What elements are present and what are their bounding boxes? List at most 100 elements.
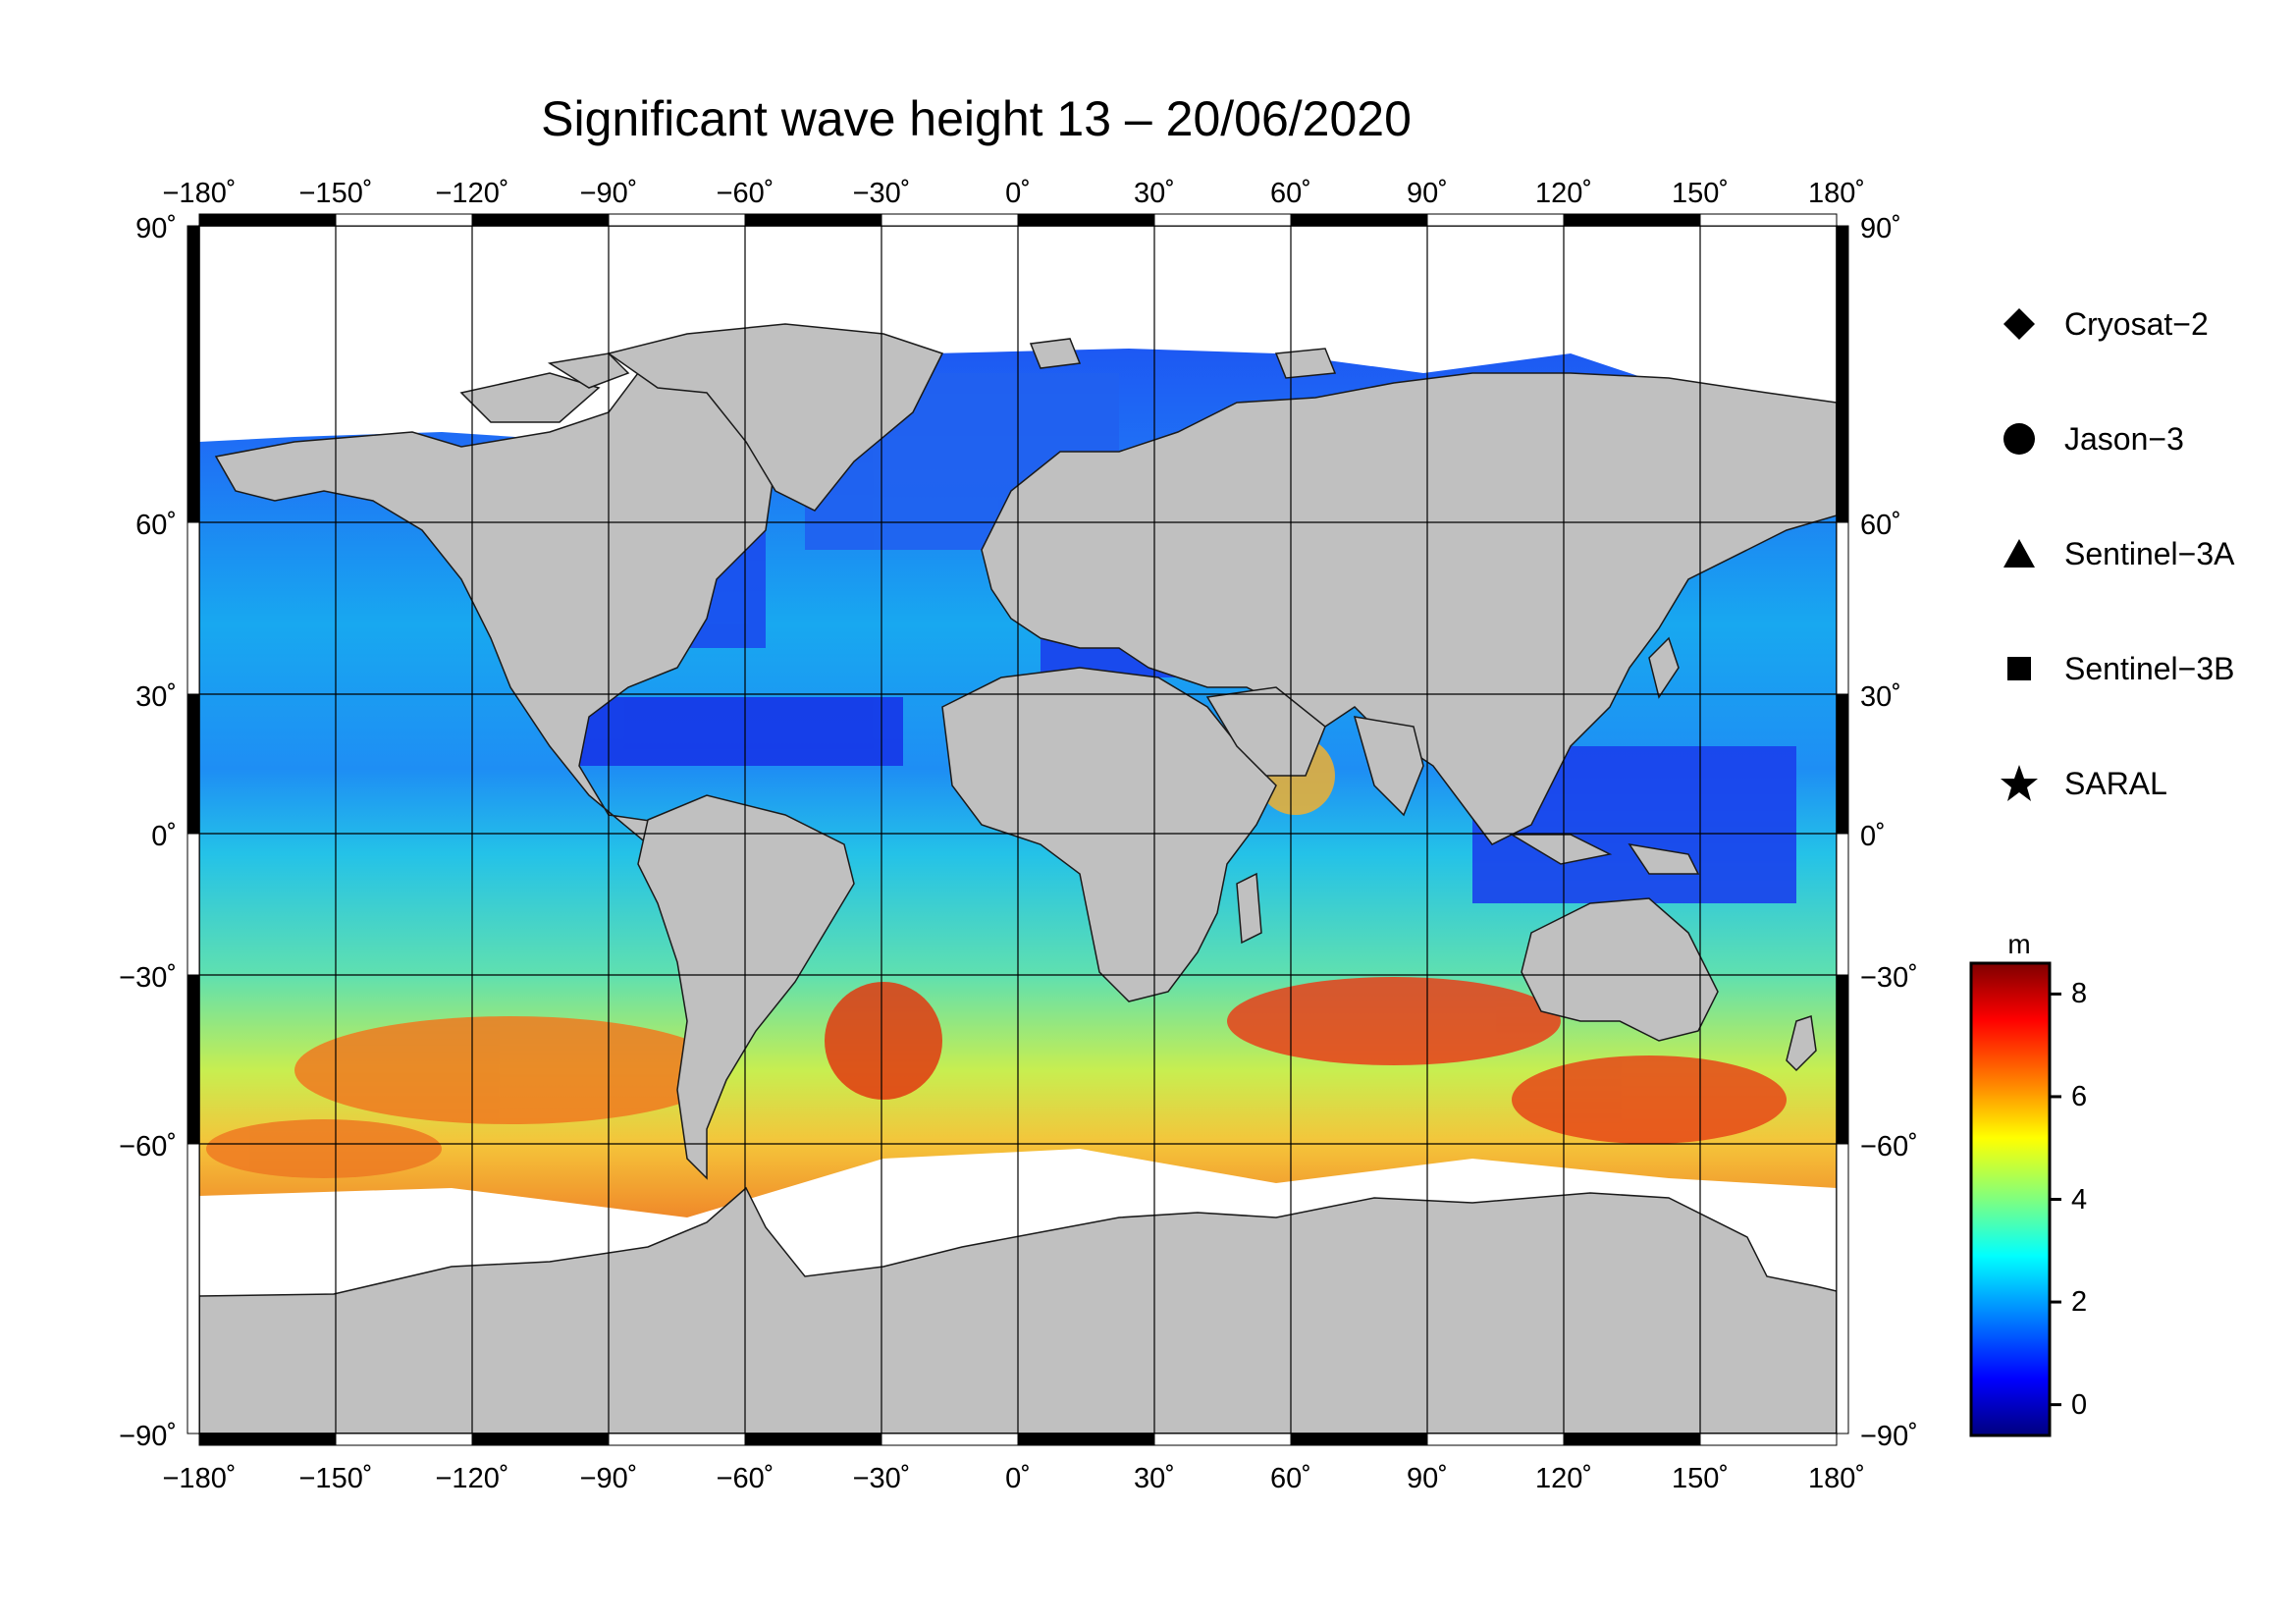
frame-segment-top (198, 213, 337, 227)
frame-segment-right (1836, 974, 1849, 1145)
lat-label-right: 0˚ (1860, 821, 1886, 852)
colorbar-tick-label: 2 (2071, 1286, 2088, 1319)
circle-icon (1998, 417, 2041, 460)
lon-label-bottom: −180˚ (163, 1463, 237, 1494)
frame-segment-right (1836, 693, 1849, 835)
frame-segment-left (187, 1143, 200, 1434)
lon-label-bottom: −150˚ (299, 1463, 373, 1494)
frame-segment-top (1290, 213, 1428, 227)
square-icon (1998, 647, 2041, 690)
lon-label-bottom: 150˚ (1672, 1463, 1729, 1494)
lat-label-left: −30˚ (119, 962, 177, 994)
colorbar (1969, 961, 2052, 1437)
legend-item: Cryosat−2 (1998, 302, 2209, 346)
frame-segment-top (1153, 213, 1292, 227)
lat-label-right: 60˚ (1860, 510, 1901, 541)
lon-label-top: 60˚ (1270, 178, 1311, 209)
lat-label-left: −90˚ (119, 1421, 177, 1452)
lon-label-top: −90˚ (580, 178, 638, 209)
frame-segment-right (1836, 225, 1849, 523)
legend-label: Sentinel−3A (2064, 535, 2235, 571)
frame-segment-bottom (1017, 1433, 1155, 1446)
lat-label-right: 90˚ (1860, 213, 1901, 244)
lon-label-top: 90˚ (1407, 178, 1448, 209)
frame-segment-bottom (471, 1433, 610, 1446)
lat-label-left: 0˚ (151, 821, 177, 852)
lon-label-bottom: 60˚ (1270, 1463, 1311, 1494)
lon-label-bottom: 0˚ (1005, 1463, 1031, 1494)
frame-segment-top (1426, 213, 1565, 227)
map-title: Significant wave height 13 – 20/06/2020 (541, 91, 1412, 146)
lat-label-right: −90˚ (1860, 1421, 1918, 1452)
high-wave-patches (206, 736, 1787, 1178)
colorbar-tick-label: 6 (2071, 1080, 2088, 1112)
frame-segment-left (187, 521, 200, 695)
lat-label-right: 30˚ (1860, 681, 1901, 713)
frame-segment-top (1017, 213, 1155, 227)
land-australia (1521, 897, 1719, 1042)
lon-label-top: 30˚ (1134, 178, 1175, 209)
frame-segment-left (187, 693, 200, 835)
frame-segment-left (187, 974, 200, 1145)
graticule (199, 226, 1837, 1434)
triangle-icon (1998, 532, 2041, 575)
legend-item: Jason−3 (1998, 417, 2184, 460)
lon-label-top: 150˚ (1672, 178, 1729, 209)
colorbar-unit: m (2007, 929, 2031, 959)
legend-item: SARAL (1998, 762, 2167, 805)
land-greenland (607, 323, 944, 512)
frame-segment-right (1836, 1143, 1849, 1434)
colorbar-ticks (2050, 992, 2061, 1407)
frame-segment-top (881, 213, 1019, 227)
map-area (199, 226, 1837, 1434)
frame-segment-right (1836, 833, 1849, 976)
lat-label-right: −60˚ (1860, 1131, 1918, 1163)
frame-segment-top (608, 213, 746, 227)
lon-label-top: −60˚ (717, 178, 774, 209)
frame-segment-top (471, 213, 610, 227)
frame-segment-bottom (881, 1433, 1019, 1446)
lon-label-top: 180˚ (1808, 178, 1865, 209)
frame-segment-top (1699, 213, 1838, 227)
frame-border-checkers (187, 213, 1849, 1446)
colorbar-tick-label: 8 (2071, 978, 2088, 1010)
land-south-america (637, 794, 855, 1180)
frame-segment-bottom (198, 1433, 337, 1446)
lat-label-left: 90˚ (135, 213, 177, 244)
frame-segment-top (1563, 213, 1701, 227)
lon-label-top: −120˚ (436, 178, 509, 209)
axis-labels: −180˚ −180˚ −150˚ −150˚ −120˚ −120˚ −90˚ −90˚ −6… (119, 178, 1918, 1494)
lon-label-top: 120˚ (1535, 178, 1592, 209)
frame-segment-bottom (1699, 1433, 1838, 1446)
legend-label: SARAL (2064, 765, 2167, 801)
frame-segment-top (744, 213, 882, 227)
legend-item: Sentinel−3A (1998, 532, 2234, 575)
lat-label-left: 60˚ (135, 510, 177, 541)
frame-segment-top (335, 213, 473, 227)
legend-label: Jason−3 (2064, 420, 2184, 457)
lon-label-bottom: −90˚ (580, 1463, 638, 1494)
frame-segment-bottom (744, 1433, 882, 1446)
colorbar-tick-label: 0 (2071, 1388, 2088, 1421)
frame-segment-left (187, 225, 200, 523)
star-icon (1998, 762, 2041, 805)
lon-label-bottom: −60˚ (717, 1463, 774, 1494)
lon-label-top: 0˚ (1005, 178, 1031, 209)
lon-label-top: −30˚ (853, 178, 911, 209)
legend-item: Sentinel−3B (1998, 647, 2234, 690)
lon-label-top: −180˚ (163, 178, 237, 209)
lon-label-bottom: 30˚ (1134, 1463, 1175, 1494)
lon-label-bottom: −120˚ (436, 1463, 509, 1494)
lon-label-top: −150˚ (299, 178, 373, 209)
land-eurasia (981, 372, 1837, 845)
legend-label: Sentinel−3B (2064, 650, 2235, 686)
lat-label-left: 30˚ (135, 681, 177, 713)
frame-segment-left (187, 833, 200, 976)
frame-segment-right (1836, 521, 1849, 695)
legend-label: Cryosat−2 (2064, 305, 2209, 342)
land-africa (941, 667, 1277, 1002)
lon-label-bottom: 180˚ (1808, 1463, 1865, 1494)
diamond-icon (1998, 302, 2041, 346)
lon-label-bottom: 90˚ (1407, 1463, 1448, 1494)
frame-segment-bottom (1153, 1433, 1292, 1446)
